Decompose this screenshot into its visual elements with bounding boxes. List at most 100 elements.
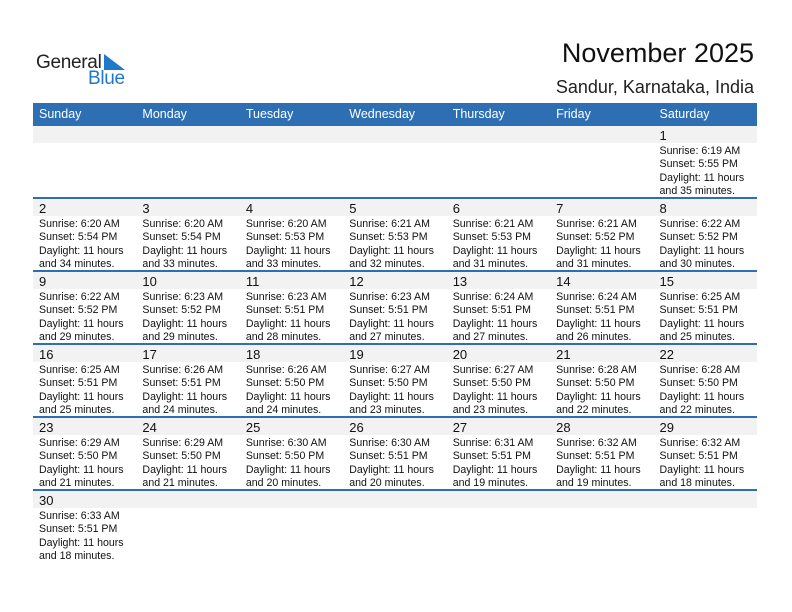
sun-info: Sunrise: 6:31 AM Sunset: 5:51 PM Daylight:… xyxy=(453,437,538,491)
empty-cell xyxy=(136,491,240,562)
day-cell: 21 Sunrise: 6:28 AM Sunset: 5:50 PM Dayligh… xyxy=(550,345,654,417)
sunset-text: Sunset: 5:52 PM xyxy=(659,231,738,244)
sunset-text: Sunset: 5:51 PM xyxy=(452,304,532,317)
sunset-text: Sunset: 5:55 PM xyxy=(659,158,738,171)
day-number: 7 xyxy=(556,201,564,216)
sunset-text: Sunset: 5:54 PM xyxy=(142,231,221,244)
logo-word-general: General xyxy=(36,52,102,73)
day-number: 26 xyxy=(349,420,364,435)
daylight-text: Daylight: 11 hours xyxy=(659,244,745,257)
daylight-text: Daylight: 11 hours xyxy=(245,317,331,330)
minutes-text: and 28 minutes. xyxy=(245,331,322,344)
day-number: 20 xyxy=(452,347,468,362)
day-cell: 4 Sunrise: 6:20 AM Sunset: 5:53 PM Daylight… xyxy=(239,199,344,270)
empty-cell xyxy=(343,491,447,562)
daylight-text: Daylight: 11 hours xyxy=(556,463,641,476)
weekday-saturday: Saturday xyxy=(659,107,710,121)
date-band xyxy=(653,491,757,508)
sun-info: Sunrise: 6:32 AM Sunset: 5:51 PM Daylight:… xyxy=(556,437,641,491)
sunrise-text: Sunrise: 6:28 AM xyxy=(659,364,741,376)
date-band xyxy=(239,199,344,216)
daylight-text: Daylight: 11 hours xyxy=(39,244,124,257)
date-band xyxy=(550,491,654,508)
minutes-text: and 27 minutes. xyxy=(452,331,529,344)
empty-cell xyxy=(653,491,757,562)
date-band xyxy=(653,126,757,143)
day-number: 28 xyxy=(556,420,571,435)
weekday-thursday: Thursday xyxy=(452,107,505,121)
sun-info: Sunrise: 6:23 AM Sunset: 5:51 PM Daylight:… xyxy=(246,291,331,345)
weekday-monday: Monday xyxy=(142,107,187,121)
sunset-text: Sunset: 5:51 PM xyxy=(142,377,221,390)
day-cell: 20 Sunrise: 6:27 AM Sunset: 5:50 PM Dayligh… xyxy=(446,345,551,416)
sunrise-text: Sunrise: 6:22 AM xyxy=(39,291,120,303)
logo: General Blue xyxy=(36,52,136,92)
weekday-sunday: Sunday xyxy=(39,107,82,121)
date-band xyxy=(239,345,344,362)
daylight-text: Daylight: 11 hours xyxy=(142,317,228,330)
date-band xyxy=(550,199,654,216)
sun-info: Sunrise: 6:24 AM Sunset: 5:51 PM Daylight:… xyxy=(453,291,538,345)
day-number: 10 xyxy=(142,274,157,289)
date-band xyxy=(33,272,137,289)
day-cell: 26 Sunrise: 6:30 AM Sunset: 5:51 PM Dayligh… xyxy=(343,418,447,491)
minutes-text: and 34 minutes. xyxy=(39,258,115,271)
date-band xyxy=(136,126,240,143)
date-band xyxy=(343,199,447,216)
sunrise-text: Sunrise: 6:23 AM xyxy=(245,291,327,303)
minutes-text: and 21 minutes. xyxy=(142,477,218,490)
date-band xyxy=(653,272,757,289)
sunset-text: Sunset: 5:52 PM xyxy=(556,231,635,244)
sun-info: Sunrise: 6:25 AM Sunset: 5:51 PM Daylight:… xyxy=(39,364,124,418)
minutes-text: and 31 minutes. xyxy=(556,258,632,271)
week-row: 23 Sunrise: 6:29 AM Sunset: 5:50 PM Dayligh… xyxy=(33,418,757,491)
minutes-text: and 29 minutes. xyxy=(39,331,115,344)
sun-info: Sunrise: 6:30 AM Sunset: 5:51 PM Daylight:… xyxy=(349,437,434,491)
date-band xyxy=(446,345,551,362)
daylight-text: Daylight: 11 hours xyxy=(349,463,434,476)
daylight-text: Daylight: 11 hours xyxy=(556,244,641,257)
date-band xyxy=(33,491,137,508)
sun-info: Sunrise: 6:28 AM Sunset: 5:50 PM Daylight:… xyxy=(660,364,745,418)
sunset-text: Sunset: 5:54 PM xyxy=(39,231,118,244)
daylight-text: Daylight: 11 hours xyxy=(349,317,434,330)
minutes-text: and 27 minutes. xyxy=(349,331,425,344)
daylight-text: Daylight: 11 hours xyxy=(245,244,331,257)
day-cell: 14 Sunrise: 6:24 AM Sunset: 5:51 PM Dayligh… xyxy=(550,272,654,343)
daylight-text: Daylight: 11 hours xyxy=(39,317,124,330)
sun-info: Sunrise: 6:21 AM Sunset: 5:52 PM Daylight:… xyxy=(556,218,641,272)
date-band xyxy=(343,126,447,143)
minutes-text: and 24 minutes. xyxy=(245,404,322,417)
sunrise-text: Sunrise: 6:20 AM xyxy=(39,218,120,230)
sunset-text: Sunset: 5:50 PM xyxy=(245,450,325,463)
sunset-text: Sunset: 5:51 PM xyxy=(659,450,738,463)
daylight-text: Daylight: 11 hours xyxy=(245,463,331,476)
minutes-text: and 22 minutes. xyxy=(556,404,632,417)
sunset-text: Sunset: 5:51 PM xyxy=(452,450,532,463)
day-number: 5 xyxy=(349,201,357,216)
date-band xyxy=(446,491,551,508)
sun-info: Sunrise: 6:23 AM Sunset: 5:51 PM Daylight:… xyxy=(349,291,434,345)
minutes-text: and 22 minutes. xyxy=(659,404,735,417)
sunset-text: Sunset: 5:50 PM xyxy=(659,377,738,390)
day-cell: 24 Sunrise: 6:29 AM Sunset: 5:50 PM Dayligh… xyxy=(136,418,240,490)
sun-info: Sunrise: 6:20 AM Sunset: 5:54 PM Daylight:… xyxy=(39,218,124,272)
weekday-header: Sunday Monday Tuesday Wednesday Thursday Frid… xyxy=(33,103,757,126)
sunset-text: Sunset: 5:51 PM xyxy=(349,450,428,463)
daylight-text: Daylight: 11 hours xyxy=(39,536,124,549)
day-number: 9 xyxy=(39,274,47,289)
empty-cell xyxy=(343,126,447,197)
daylight-text: Daylight: 11 hours xyxy=(556,390,641,403)
date-band xyxy=(136,345,240,362)
week-row: 30 Sunrise: 6:33 AM Sunset: 5:51 PM Dayligh… xyxy=(33,491,757,562)
day-cell: 25 Sunrise: 6:30 AM Sunset: 5:50 PM Dayligh… xyxy=(239,418,344,489)
sunrise-text: Sunrise: 6:23 AM xyxy=(349,291,430,303)
day-cell: 16 Sunrise: 6:25 AM Sunset: 5:51 PM Dayligh… xyxy=(33,345,137,418)
sunrise-text: Sunrise: 6:24 AM xyxy=(452,291,534,303)
sunrise-text: Sunrise: 6:27 AM xyxy=(452,364,534,376)
minutes-text: and 31 minutes. xyxy=(452,258,529,271)
day-cell: 5 Sunrise: 6:21 AM Sunset: 5:53 PM Daylight… xyxy=(343,199,447,270)
sunset-text: Sunset: 5:51 PM xyxy=(245,304,325,317)
sunrise-text: Sunrise: 6:28 AM xyxy=(556,364,637,376)
day-number: 24 xyxy=(142,420,157,435)
